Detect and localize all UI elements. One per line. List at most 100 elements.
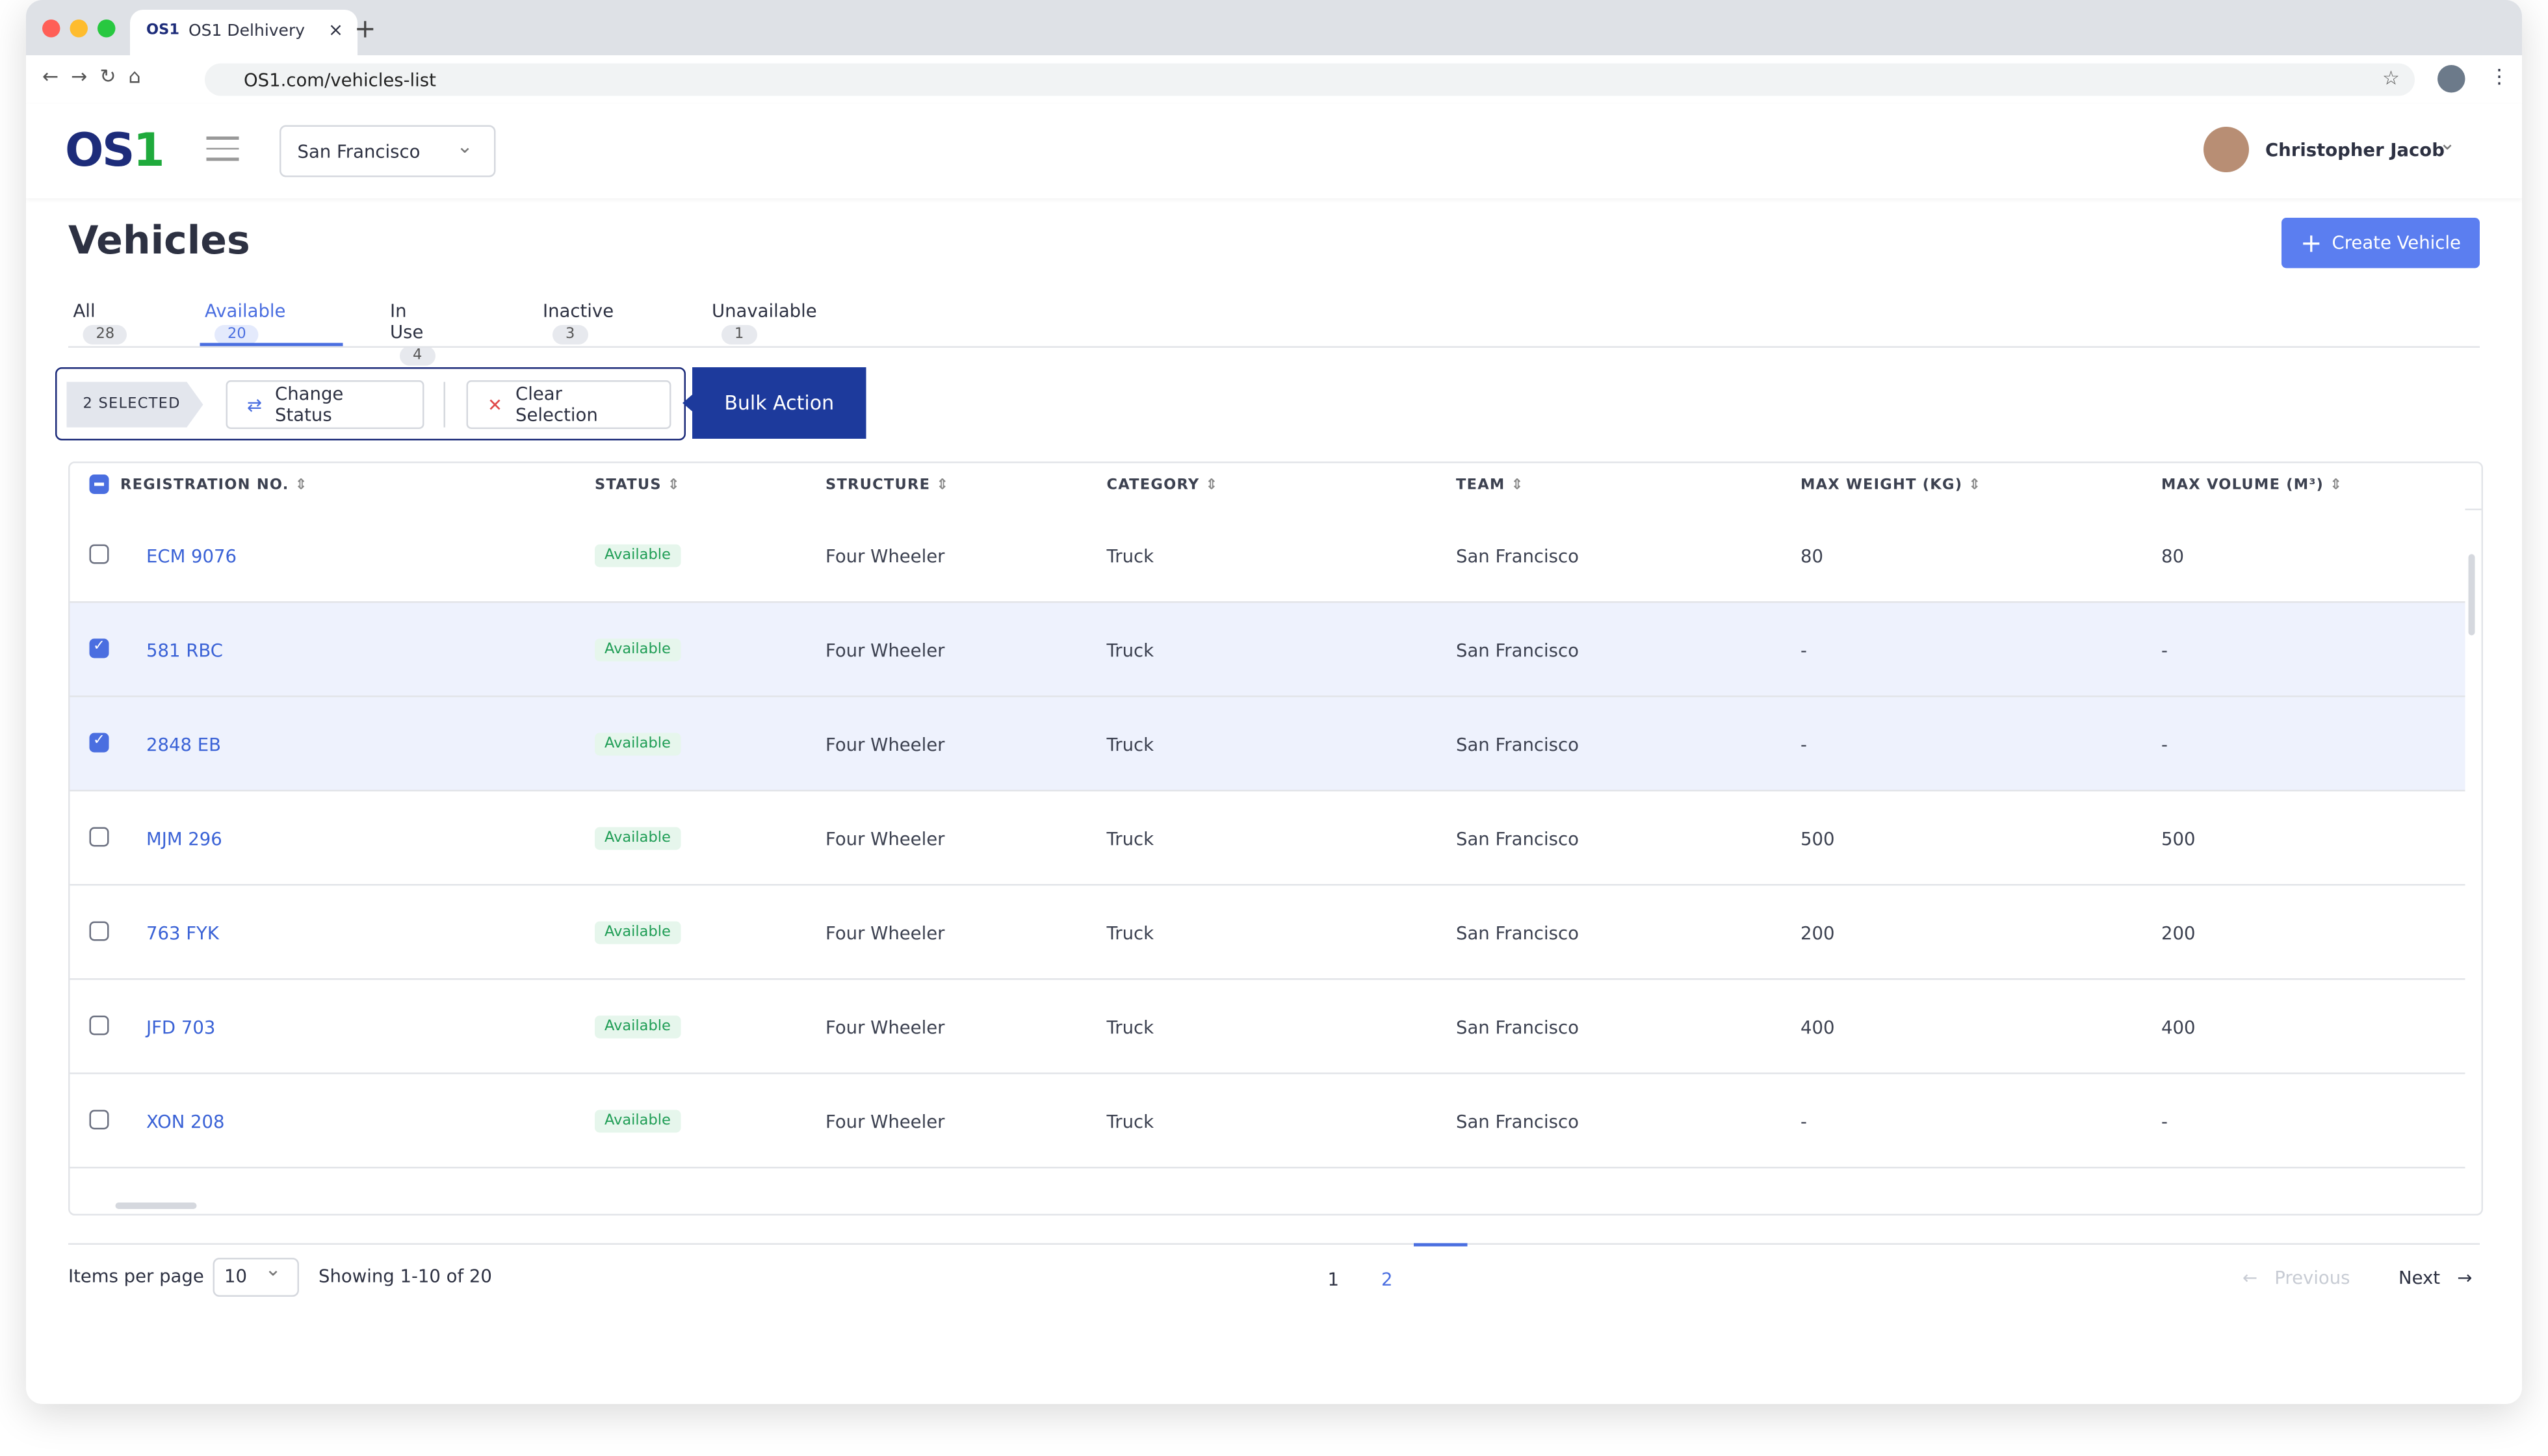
status-badge: Available — [595, 545, 681, 567]
sort-icon[interactable]: ⇕ — [289, 478, 308, 494]
row-checkbox[interactable]: ✓ — [90, 733, 109, 753]
status-cell: Available — [595, 731, 681, 753]
per-page: 10 — [224, 1266, 247, 1288]
bookmark-star[interactable]: ☆ — [2382, 67, 2400, 90]
sort-icon[interactable]: ⇕ — [1505, 478, 1524, 494]
per-page-select[interactable]: 10 ⌄ — [213, 1258, 300, 1297]
browser-window: OS1 OS1 Delhivery × + ← → ↻ ⌂ OS1.com/ve… — [26, 0, 2522, 1404]
row-checkbox[interactable] — [90, 922, 109, 941]
user-chevron[interactable]: ⌄ — [2439, 132, 2456, 155]
browser-tab[interactable]: OS1 OS1 Delhivery × — [130, 10, 358, 55]
location: San Francisco — [298, 142, 421, 163]
url-field[interactable]: OS1.com/vehicles-list ☆ — [205, 64, 2415, 96]
tab[interactable]: Inactive3 — [543, 301, 614, 345]
tab[interactable]: Available20 — [205, 301, 285, 345]
table-cell: Truck — [1107, 546, 1154, 567]
close-dot[interactable] — [42, 20, 60, 38]
new-tab[interactable]: + — [354, 13, 376, 44]
table-cell: Truck — [1107, 829, 1154, 850]
table-cell: 500 — [2161, 829, 2196, 850]
tab[interactable]: All28 — [73, 301, 128, 345]
app-header: OS1 San Francisco ⌄ Christopher Jacob ⌄ — [26, 104, 2522, 198]
registration-link[interactable]: 581 RBC — [146, 640, 223, 662]
column-header[interactable]: STATUS ⇕ — [595, 478, 681, 494]
row-checkbox[interactable] — [90, 827, 109, 847]
sort-icon[interactable]: ⇕ — [2324, 478, 2343, 494]
column-header[interactable]: CATEGORY ⇕ — [1107, 478, 1219, 494]
items-label: Items per page — [68, 1266, 204, 1288]
minimize-dot[interactable] — [70, 20, 88, 38]
table-cell: San Francisco — [1456, 1017, 1579, 1039]
clear-selection[interactable]: ✕Clear Selection — [467, 380, 671, 429]
logo-accent: 1 — [133, 124, 163, 177]
registration-link[interactable]: 763 FYK — [146, 923, 219, 944]
x-icon: ✕ — [488, 394, 502, 415]
table-cell: San Francisco — [1456, 923, 1579, 944]
status-cell: Available — [595, 826, 681, 847]
table-cell: Four Wheeler — [826, 829, 944, 850]
app-logo[interactable]: OS1 — [65, 124, 163, 177]
registration-link[interactable]: ECM 9076 — [146, 546, 237, 567]
sort-icon[interactable]: ⇕ — [662, 478, 681, 494]
row-checkbox[interactable]: ✓ — [90, 639, 109, 658]
registration-link[interactable]: XON 208 — [146, 1112, 225, 1133]
row-checkbox[interactable] — [90, 1016, 109, 1035]
next-button[interactable]: Next → — [2398, 1268, 2472, 1289]
maximize-dot[interactable] — [98, 20, 116, 38]
column-header[interactable]: REGISTRATION NO. ⇕ — [120, 478, 308, 494]
page-number[interactable]: 2 — [1381, 1269, 1393, 1291]
status-cell: Available — [595, 920, 681, 941]
tab-close[interactable]: × — [328, 20, 343, 41]
previous-button[interactable]: ← Previous — [2242, 1268, 2350, 1289]
column-title: MAX VOLUME (M³) — [2161, 478, 2324, 494]
table-cell: Four Wheeler — [826, 1112, 944, 1133]
column-header[interactable]: MAX WEIGHT (KG) ⇕ — [1800, 478, 1981, 494]
menu-dots[interactable]: ⋮ — [2490, 65, 2509, 88]
page-title: Vehicles — [68, 218, 250, 263]
row-checkbox[interactable] — [90, 1110, 109, 1130]
bulk-action-label: Bulk Action — [724, 392, 834, 415]
create-button[interactable]: +Create Vehicle — [2282, 218, 2480, 268]
location-select[interactable]: San Francisco ⌄ — [280, 125, 496, 177]
change-status[interactable]: ⇄Change Status — [226, 380, 424, 429]
tab[interactable]: In Use4 — [390, 301, 435, 366]
bulk-action-tooltip: Bulk Action — [692, 367, 866, 439]
tabs-divider — [68, 346, 2480, 348]
column-header[interactable]: MAX VOLUME (M³) ⇕ — [2161, 478, 2343, 494]
table-row — [70, 509, 2465, 603]
row-checkbox[interactable] — [90, 545, 109, 564]
sort-icon[interactable]: ⇕ — [930, 478, 949, 494]
sort-icon[interactable]: ⇕ — [1199, 478, 1218, 494]
table-cell: 500 — [1800, 829, 1835, 850]
registration-link[interactable]: MJM 296 — [146, 829, 222, 850]
select-all-checkbox[interactable] — [90, 474, 109, 494]
table-cell: Four Wheeler — [826, 734, 944, 756]
table-cell: 80 — [2161, 546, 2184, 567]
logo-text: OS — [65, 124, 133, 177]
tooltip-arrow — [682, 393, 694, 413]
column-title: CATEGORY — [1107, 478, 1200, 494]
registration-link[interactable]: 2848 EB — [146, 734, 221, 756]
hamburger[interactable] — [207, 136, 239, 160]
registration-link[interactable]: JFD 703 — [146, 1017, 215, 1039]
column-header[interactable]: STRUCTURE ⇕ — [826, 478, 949, 494]
sort-icon[interactable]: ⇕ — [1962, 478, 1981, 494]
chevron: ⌄ — [265, 1258, 281, 1280]
table-cell: Truck — [1107, 923, 1154, 944]
profile-icon[interactable] — [2438, 65, 2465, 93]
avatar[interactable] — [2204, 127, 2249, 172]
user-name[interactable]: Christopher Jacob — [2265, 140, 2445, 161]
page-number[interactable]: 1 — [1328, 1269, 1340, 1291]
address-bar: ← → ↻ ⌂ OS1.com/vehicles-list ☆ ⋮ — [26, 55, 2522, 106]
column-header[interactable]: TEAM ⇕ — [1456, 478, 1524, 494]
table-cell: - — [1800, 640, 1807, 662]
nav-icons[interactable]: ← → ↻ ⌂ — [42, 65, 141, 88]
tab-title: OS1 Delhivery — [188, 23, 305, 41]
plus-icon: + — [2300, 228, 2322, 259]
table-cell: San Francisco — [1456, 546, 1579, 567]
horizontal-scrollbar — [116, 1202, 197, 1209]
change-status-label: Change Status — [275, 384, 403, 426]
tab[interactable]: Unavailable1 — [712, 301, 817, 345]
next-label: Next — [2398, 1268, 2440, 1289]
